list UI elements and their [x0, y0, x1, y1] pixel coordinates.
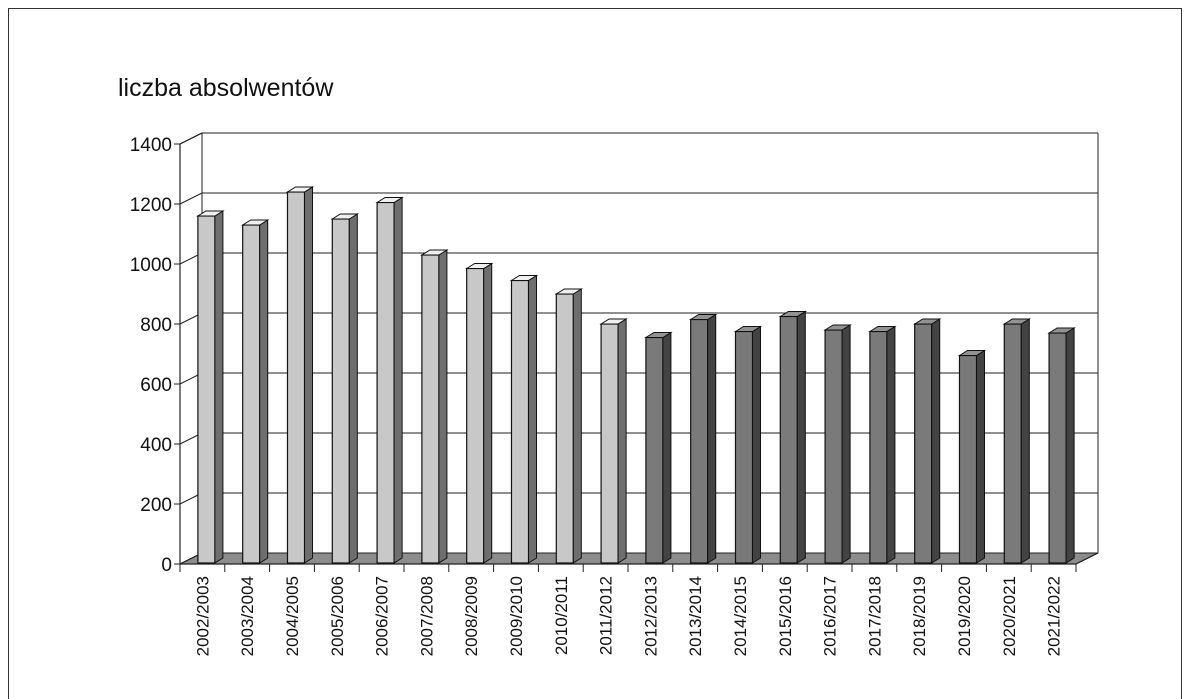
bar [376, 201, 395, 564]
bar [242, 224, 261, 564]
bar-chart: 0 200 400 600 800 1000 1200 1400 2002/2003 2003/2… [130, 132, 1099, 656]
gridline-depth [179, 192, 203, 205]
x-tick-label: 2010/2011 [552, 576, 571, 655]
bar-side [572, 288, 582, 564]
bar-top [599, 318, 628, 325]
bar-side [483, 262, 493, 564]
bar-top [868, 326, 897, 332]
bar-side [259, 219, 269, 564]
bar-top [554, 288, 584, 295]
bar-top [912, 318, 942, 325]
bar [914, 323, 933, 564]
x-tick-label: 2018/2019 [910, 576, 929, 656]
bar-top [509, 275, 539, 281]
bar-side [841, 324, 851, 564]
bar-side [662, 331, 672, 564]
bar-top [196, 210, 225, 217]
x-tick-label: 2005/2006 [328, 576, 347, 656]
bar-top [1002, 318, 1032, 325]
chart-frame [8, 8, 1182, 699]
x-tick-label: 2017/2018 [865, 576, 884, 656]
bar [197, 215, 216, 564]
bar-top [644, 332, 673, 338]
bar-side [886, 325, 896, 564]
bar-side [976, 349, 986, 564]
x-tick-label: 2008/2009 [462, 576, 481, 656]
x-tick-label: 2006/2007 [373, 576, 392, 656]
y-tick-label: 800 [140, 315, 172, 336]
y-tick-label: 600 [140, 375, 172, 396]
y-tick-label: 1000 [130, 255, 172, 276]
bar-top [464, 263, 494, 269]
x-tick-label: 2007/2008 [417, 576, 436, 656]
bar [1048, 332, 1067, 564]
y-tick-label: 0 [161, 555, 172, 576]
bar-side [931, 318, 941, 564]
bar [690, 318, 709, 564]
bar-top [733, 326, 763, 332]
bar-top [778, 311, 808, 317]
x-tick-label: 2015/2016 [776, 576, 795, 656]
bar [645, 336, 664, 564]
bar-side [796, 310, 806, 564]
x-tick-label: 2009/2010 [507, 576, 526, 656]
bar [286, 191, 306, 564]
x-tick-label: 2011/2012 [597, 576, 616, 655]
bar-side [304, 186, 314, 564]
floor-right-edge [1075, 552, 1099, 565]
x-tick-label: 2003/2004 [238, 576, 257, 656]
bar-top [240, 219, 270, 226]
bar [600, 323, 619, 564]
bar-top [285, 186, 315, 193]
y-tick-label: 1400 [130, 135, 172, 156]
bar [824, 329, 843, 564]
bar-top [957, 350, 987, 356]
bar-top [688, 314, 718, 320]
bar [1003, 323, 1022, 564]
x-tick-label: 2020/2021 [1000, 576, 1019, 656]
bar-side [438, 249, 448, 564]
bar-side [1065, 327, 1075, 564]
x-tick-label: 2014/2015 [731, 576, 750, 656]
bar [331, 218, 350, 564]
y-tick-label: 1200 [130, 195, 172, 216]
x-tick-label: 2002/2003 [193, 576, 212, 656]
bar-side [707, 313, 717, 564]
bar-top [330, 213, 360, 220]
gridline-depth [179, 132, 203, 145]
y-tick-label: 200 [140, 495, 172, 516]
bar [779, 315, 798, 564]
x-tick-label: 2013/2014 [686, 576, 705, 656]
bar [958, 354, 978, 564]
x-tick-label: 2004/2005 [283, 576, 302, 656]
bar-top [420, 249, 449, 256]
bar-side [617, 318, 627, 564]
bar [510, 279, 530, 564]
y-tick-label: 400 [140, 435, 172, 456]
bar-side [1020, 318, 1030, 564]
x-tick-label: 2016/2017 [821, 576, 840, 656]
bar-side [348, 213, 358, 564]
bar-top [1047, 327, 1076, 334]
bar-side [214, 210, 224, 564]
x-tick-label: 2012/2013 [641, 576, 660, 656]
bar-side [528, 274, 538, 564]
chart-title: liczba absolwentów [118, 74, 334, 102]
x-tick-label: 2021/2022 [1045, 576, 1064, 656]
bar-top [823, 324, 852, 331]
bar-side [752, 325, 762, 564]
bar-side [393, 196, 403, 564]
bar [734, 330, 754, 564]
x-tick-label: 2019/2020 [955, 576, 974, 656]
bar [421, 254, 440, 564]
bar-top [375, 197, 404, 203]
bar [466, 267, 485, 564]
bar [555, 293, 574, 564]
bar [869, 330, 888, 564]
